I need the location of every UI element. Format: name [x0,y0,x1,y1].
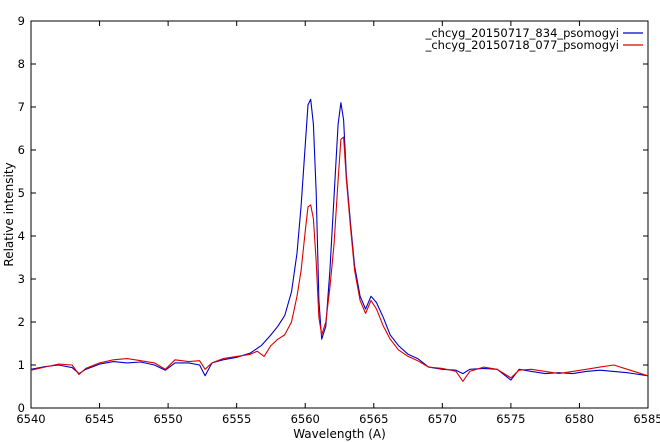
y-axis-title: Relative intensity [2,162,16,266]
x-tick-label: 6540 [16,412,45,426]
x-axis-title: Wavelength (A) [293,427,386,441]
y-tick-label: 3 [18,272,25,286]
x-tick-label: 6570 [428,412,457,426]
x-tick-label: 6560 [291,412,320,426]
y-tick-label: 2 [18,315,25,329]
y-tick-label: 4 [18,229,25,243]
x-tick-label: 6585 [633,412,660,426]
x-tick-label: 6575 [496,412,525,426]
x-tick-label: 6555 [222,412,251,426]
y-tick-label: 5 [18,186,25,200]
y-tick-label: 1 [18,358,25,372]
y-tick-label: 7 [18,100,25,114]
x-tick-label: 6545 [85,412,114,426]
y-tick-label: 8 [18,57,25,71]
x-tick-label: 6565 [359,412,388,426]
series-line-1 [30,98,649,381]
series-layer [30,98,649,382]
y-tick-label: 6 [18,143,25,157]
legend-label-1: _chcyg_20150717_834_psomogyi [425,26,619,40]
y-tick-label: 9 [18,14,25,28]
y-tick-label: 0 [18,401,25,415]
legend-label-2: _chcyg_20150718_077_psomogyi [425,38,619,52]
x-tick-label: 6550 [153,412,182,426]
series-line-2 [30,136,649,382]
x-tick-label: 6580 [565,412,594,426]
axis-ticks: 6540 6545 6550 6555 6560 6565 6570 6575 6580 6585… [16,14,660,426]
legend: _chcyg_20150717_834_psomogyi_chcyg_20150… [425,26,643,52]
plot-frame [30,20,649,409]
